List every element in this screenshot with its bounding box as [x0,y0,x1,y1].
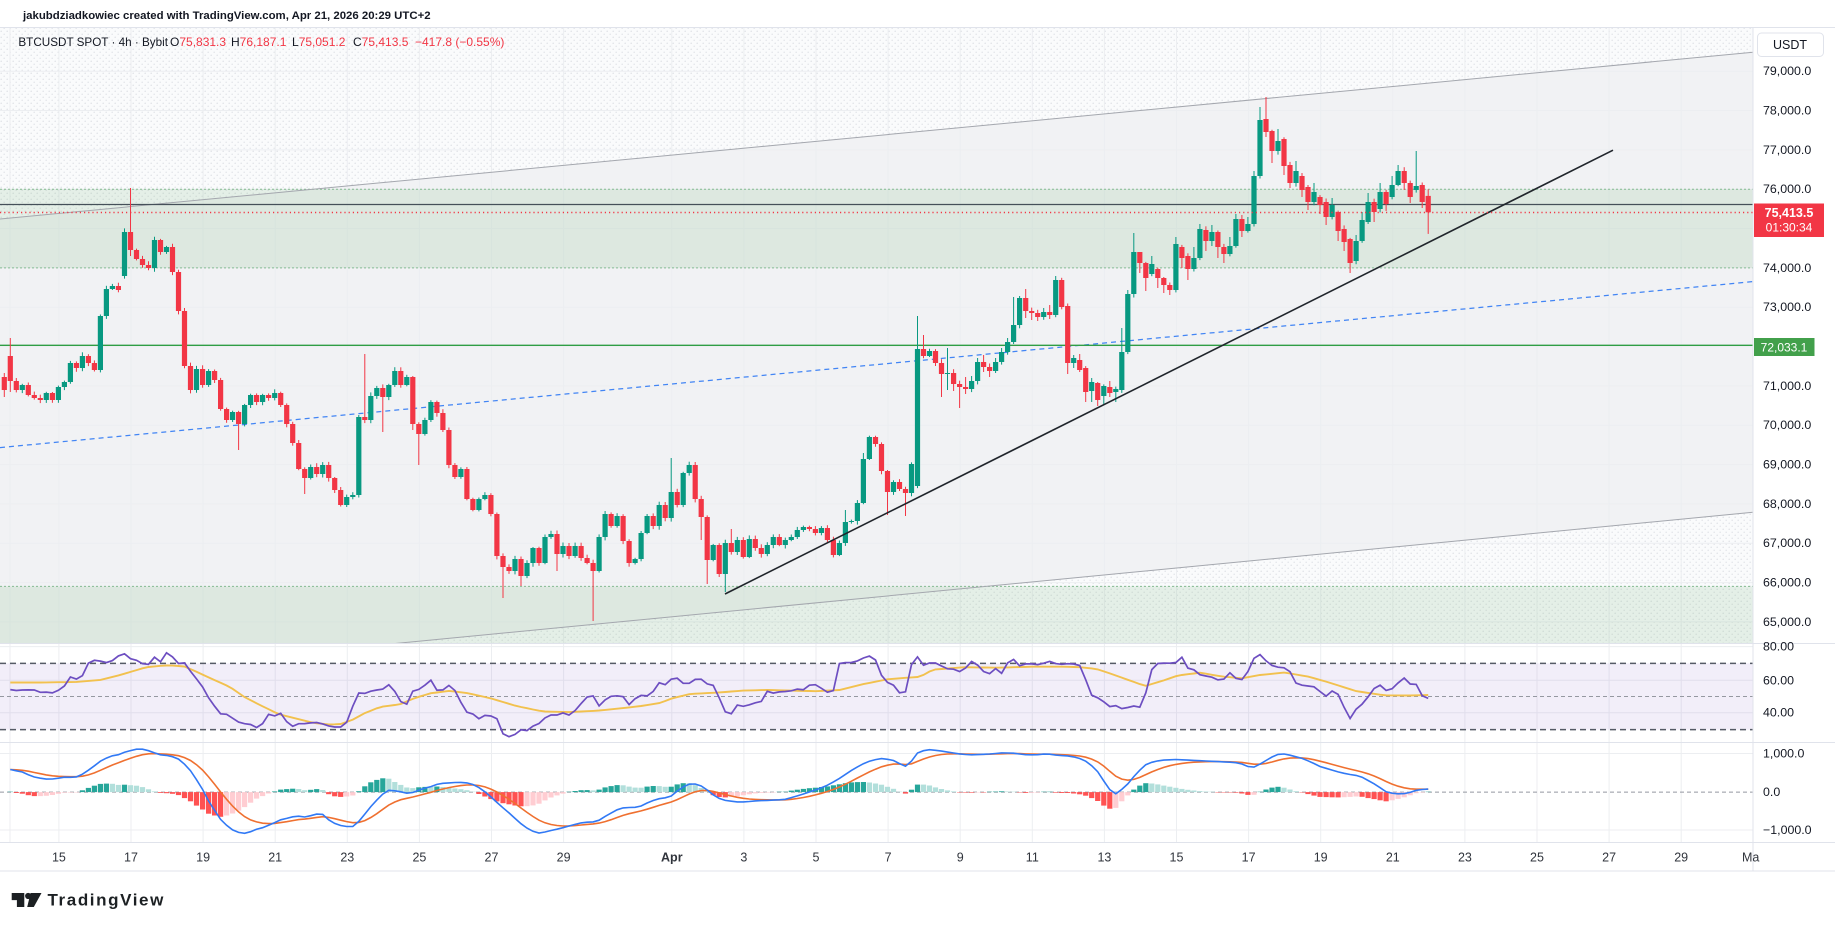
svg-text:Ma: Ma [1742,851,1759,865]
svg-text:9: 9 [957,851,964,865]
svg-text:15: 15 [52,851,66,865]
svg-text:21: 21 [1386,851,1400,865]
svg-text:1,000.0: 1,000.0 [1763,747,1804,761]
svg-text:68,000.0: 68,000.0 [1763,497,1811,511]
svg-text:19: 19 [1314,851,1328,865]
svg-text:C75,413.5: C75,413.5 [353,35,409,49]
svg-text:19: 19 [196,851,210,865]
svg-text:78,000.0: 78,000.0 [1763,104,1811,118]
svg-text:40.00: 40.00 [1763,706,1794,720]
svg-text:79,000.0: 79,000.0 [1763,64,1811,78]
svg-text:BTCUSDT SPOT · 4h · Bybit: BTCUSDT SPOT · 4h · Bybit [18,36,168,49]
svg-text:77,000.0: 77,000.0 [1763,143,1811,157]
svg-text:72,033.1: 72,033.1 [1761,341,1808,355]
svg-text:69,000.0: 69,000.0 [1763,458,1811,472]
svg-text:60.00: 60.00 [1763,673,1794,687]
svg-text:O75,831.3: O75,831.3 [170,35,226,49]
svg-text:70,000.0: 70,000.0 [1763,418,1811,432]
svg-text:H76,187.1: H76,187.1 [231,35,287,49]
svg-text:27: 27 [1602,851,1616,865]
svg-text:29: 29 [1674,851,1688,865]
svg-text:11: 11 [1026,851,1039,865]
svg-text:75,413.5: 75,413.5 [1765,206,1814,220]
svg-text:13: 13 [1097,851,1111,865]
svg-text:27: 27 [485,851,499,865]
svg-text:76,000.0: 76,000.0 [1763,182,1811,196]
svg-text:23: 23 [340,851,354,865]
svg-text:0.0: 0.0 [1763,785,1780,799]
svg-text:jakubdziadkowiec created with: jakubdziadkowiec created with TradingVie… [22,10,431,22]
svg-text:25: 25 [412,851,426,865]
svg-text:01:30:34: 01:30:34 [1766,221,1813,235]
svg-text:L75,051.2: L75,051.2 [292,35,346,49]
svg-text:73,000.0: 73,000.0 [1763,300,1811,314]
svg-text:5: 5 [813,851,820,865]
svg-text:7: 7 [885,851,892,865]
svg-text:15: 15 [1170,851,1184,865]
svg-text:74,000.0: 74,000.0 [1763,261,1811,275]
svg-text:71,000.0: 71,000.0 [1763,379,1811,393]
svg-text:−417.8 (−0.55%): −417.8 (−0.55%) [415,35,504,49]
svg-text:Apr: Apr [661,851,683,865]
svg-text:29: 29 [557,851,571,865]
svg-text:17: 17 [1242,851,1256,865]
svg-text:3: 3 [740,851,747,865]
svg-text:80.00: 80.00 [1763,640,1794,654]
svg-text:65,000.0: 65,000.0 [1763,615,1811,629]
svg-text:−1,000.0: −1,000.0 [1763,823,1812,837]
svg-text:25: 25 [1530,851,1544,865]
svg-text:17: 17 [124,851,138,865]
svg-text:23: 23 [1458,851,1472,865]
svg-text:TradingView: TradingView [48,891,165,910]
svg-text:21: 21 [268,851,282,865]
svg-text:66,000.0: 66,000.0 [1763,576,1811,590]
svg-text:USDT: USDT [1773,38,1807,52]
svg-text:67,000.0: 67,000.0 [1763,536,1811,550]
